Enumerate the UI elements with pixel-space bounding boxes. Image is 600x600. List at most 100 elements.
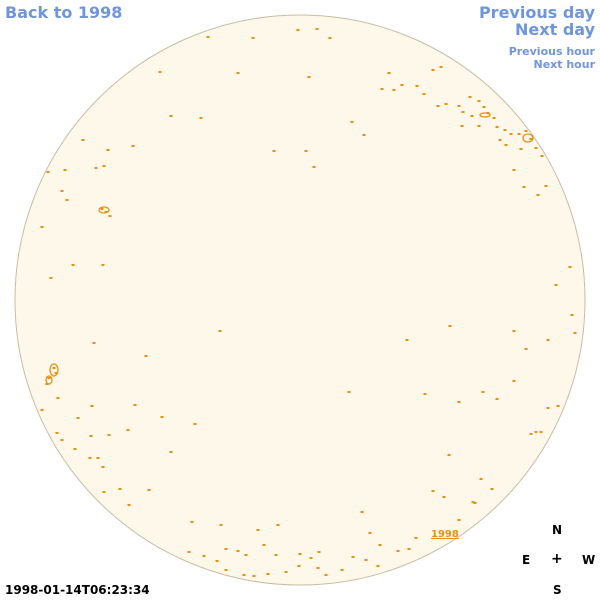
feature-mark — [76, 417, 80, 419]
feature-mark — [492, 117, 496, 119]
compass-south: S — [553, 583, 562, 597]
feature-mark — [498, 139, 502, 141]
feature-mark — [47, 377, 51, 379]
feature-mark — [380, 88, 384, 90]
feature-mark — [431, 490, 435, 492]
feature-mark — [56, 397, 60, 399]
feature-mark — [160, 416, 164, 418]
feature-mark — [315, 28, 319, 30]
feature-mark — [90, 405, 94, 407]
feature-mark — [529, 138, 533, 140]
feature-mark — [444, 103, 448, 105]
feature-mark — [297, 565, 301, 567]
feature-mark — [522, 186, 526, 188]
feature-mark — [448, 325, 452, 327]
feature-mark — [52, 367, 56, 369]
feature-mark — [568, 266, 572, 268]
feature-mark — [296, 29, 300, 31]
feature-mark — [554, 284, 558, 286]
feature-mark — [102, 491, 106, 493]
feature-mark — [392, 89, 396, 91]
feature-mark — [63, 169, 67, 171]
feature-mark — [328, 37, 332, 39]
feature-mark — [423, 393, 427, 395]
feature-mark — [544, 185, 548, 187]
feature-mark — [92, 342, 96, 344]
feature-mark — [144, 355, 148, 357]
feature-mark — [127, 504, 131, 506]
feature-mark — [362, 134, 366, 136]
feature-mark — [495, 126, 499, 128]
feature-mark — [104, 211, 108, 213]
feature-mark — [316, 567, 320, 569]
next-hour-link[interactable]: Next hour — [533, 58, 596, 71]
feature-mark — [131, 145, 135, 147]
feature-mark — [108, 215, 112, 217]
feature-mark — [298, 553, 302, 555]
feature-mark — [546, 339, 550, 341]
feature-mark — [477, 125, 481, 127]
feature-mark — [187, 551, 191, 553]
feature-mark — [495, 398, 499, 400]
feature-mark — [190, 521, 194, 523]
feature-mark — [100, 208, 104, 210]
feature-mark — [147, 489, 151, 491]
feature-mark — [364, 559, 368, 561]
feature-mark — [266, 573, 270, 575]
feature-contour — [49, 363, 59, 377]
feature-mark — [546, 407, 550, 409]
feature-mark — [431, 69, 435, 71]
feature-mark — [126, 429, 130, 431]
feature-mark — [436, 105, 440, 107]
feature-contour — [479, 112, 491, 118]
feature-contour — [45, 375, 53, 385]
feature-layer — [40, 28, 577, 577]
feature-mark — [284, 571, 288, 573]
feature-mark — [60, 190, 64, 192]
feature-mark — [350, 121, 354, 123]
feature-mark — [460, 125, 464, 127]
feature-mark — [236, 550, 240, 552]
feature-mark — [272, 150, 276, 152]
feature-mark — [133, 404, 137, 406]
feature-mark — [40, 409, 44, 411]
feature-mark — [215, 560, 219, 562]
feature-mark — [218, 330, 222, 332]
feature-mark — [169, 451, 173, 453]
feature-mark — [512, 169, 516, 171]
feature-mark — [479, 478, 483, 480]
feature-mark — [529, 433, 533, 435]
feature-mark — [65, 199, 69, 201]
back-to-year-link[interactable]: Back to 1998 — [5, 3, 123, 22]
feature-mark — [94, 167, 98, 169]
feature-mark — [512, 330, 516, 332]
feature-mark — [71, 264, 75, 266]
feature-mark — [415, 85, 419, 87]
feature-mark — [309, 557, 313, 559]
feature-mark — [219, 524, 223, 526]
feature-mark — [169, 115, 173, 117]
compass-east: E — [522, 553, 531, 567]
feature-mark — [378, 544, 382, 546]
feature-mark — [468, 96, 472, 98]
feature-mark — [307, 76, 311, 78]
previous-hour-link[interactable]: Previous hour — [508, 45, 595, 58]
compass-center: + — [551, 551, 563, 567]
solar-disk — [14, 14, 586, 586]
next-day-link[interactable]: Next day — [515, 20, 595, 39]
previous-day-link[interactable]: Previous day — [478, 3, 595, 22]
feature-mark — [457, 519, 461, 521]
disk-marker-label[interactable]: 1998 — [431, 529, 459, 540]
feature-mark — [199, 117, 203, 119]
feature-mark — [490, 488, 494, 490]
feature-mark — [101, 264, 105, 266]
feature-mark — [206, 36, 210, 38]
feature-mark — [470, 115, 474, 117]
feature-mark — [49, 277, 53, 279]
feature-mark — [351, 556, 355, 558]
feature-mark — [556, 405, 560, 407]
feature-mark — [481, 391, 485, 393]
feature-mark — [202, 555, 206, 557]
feature-mark — [304, 150, 308, 152]
feature-mark — [89, 435, 93, 437]
